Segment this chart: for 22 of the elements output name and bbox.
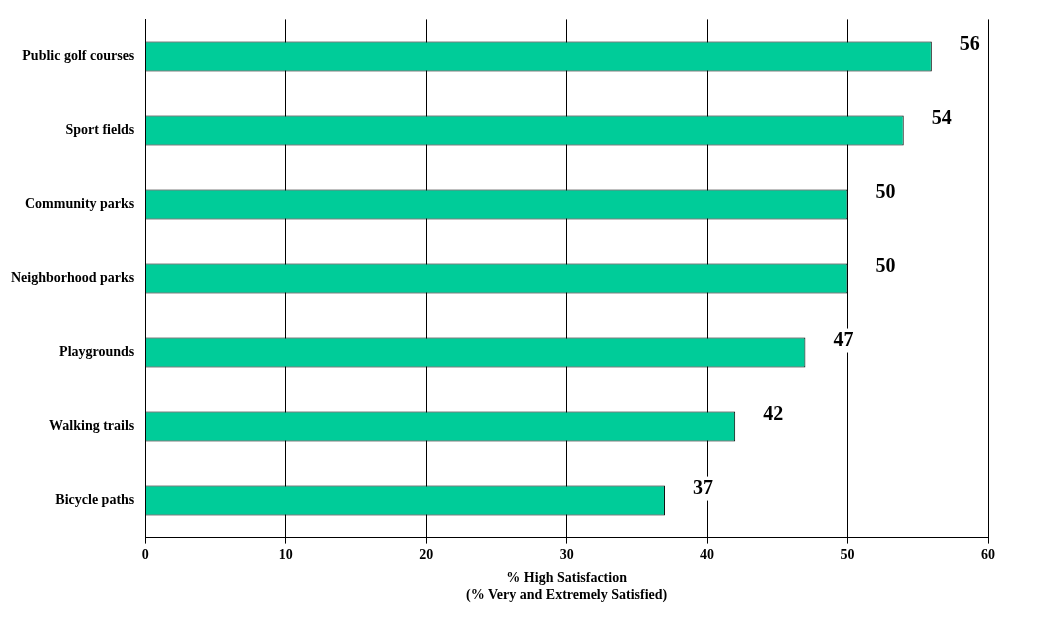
data-label: 56 [959, 31, 980, 54]
x-tick-label: 0 [141, 546, 149, 562]
x-tick-label: 10 [278, 546, 293, 562]
x-tick-label: 30 [559, 546, 574, 562]
y-tick-label: Public golf courses [22, 48, 135, 64]
data-label: 42 [763, 401, 784, 424]
x-axis-title: % High Satisfaction (% Very and Extremely Satisfied) [466, 570, 668, 604]
x-tick-label: 50 [840, 546, 855, 562]
data-label: 47 [833, 327, 854, 350]
x-tick-label: 60 [981, 546, 995, 562]
data-label: 50 [875, 179, 896, 202]
data-label: 37 [692, 475, 713, 498]
data-label: 50 [875, 253, 896, 276]
y-tick-label: Community parks [25, 196, 135, 212]
x-tick-label: 40 [700, 546, 715, 562]
y-tick-label: Bicycle paths [55, 492, 135, 508]
y-tick-label: Sport fields [65, 122, 135, 138]
y-tick-label: Walking trails [49, 418, 135, 434]
y-tick-label: Playgrounds [59, 344, 135, 360]
y-tick-label: Neighborhood parks [10, 270, 135, 286]
x-tick-label: 20 [419, 546, 434, 562]
data-label: 54 [931, 105, 952, 128]
